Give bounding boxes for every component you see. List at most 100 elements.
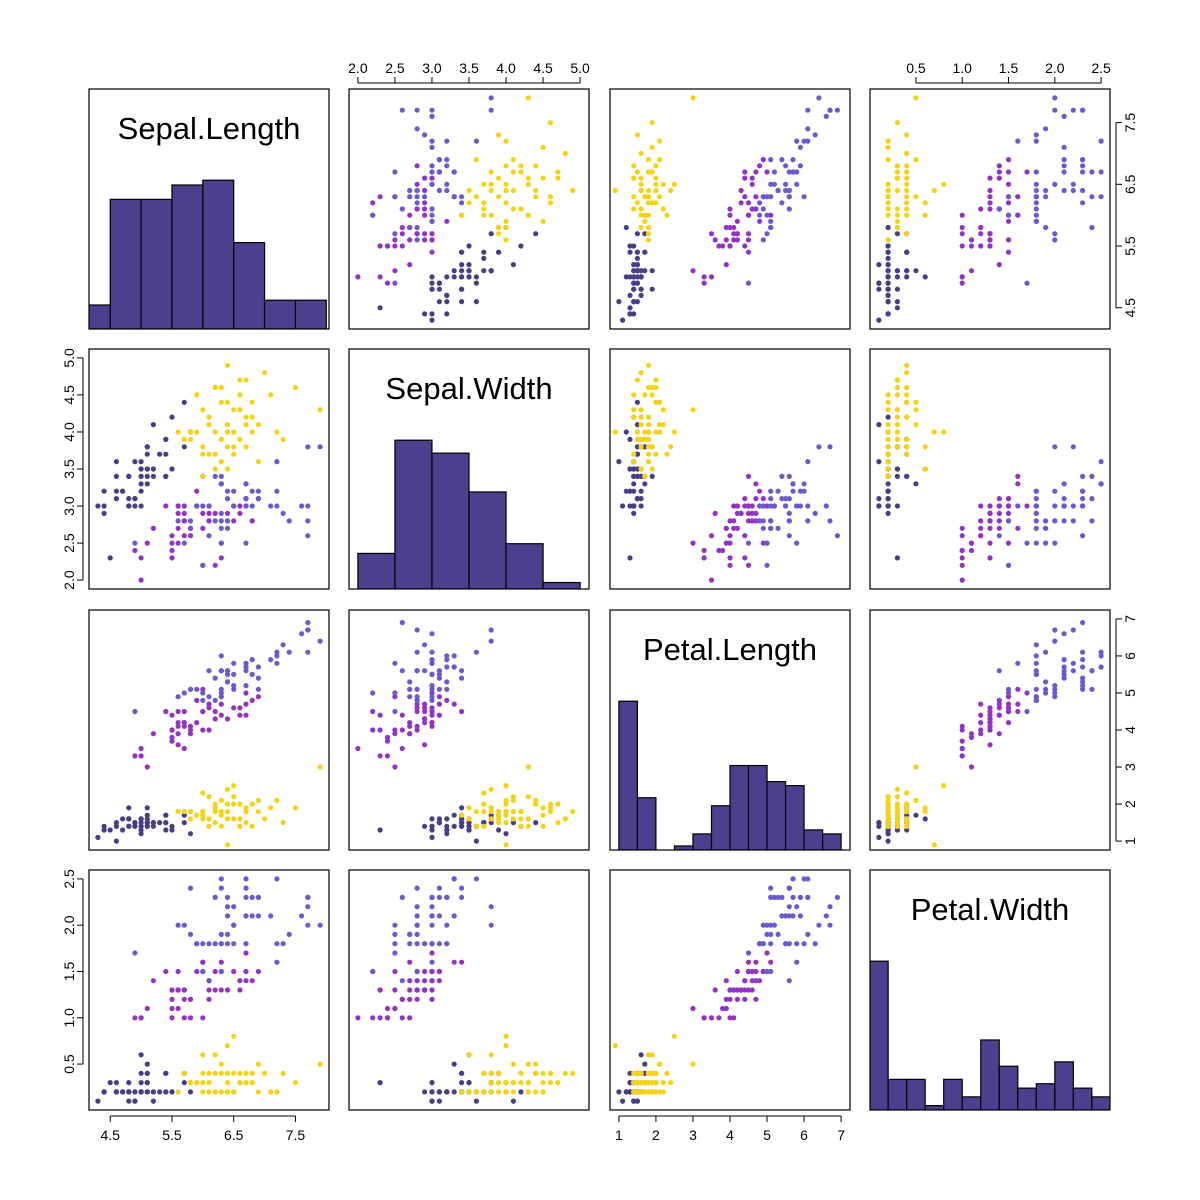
data-point-virginica bbox=[1089, 668, 1095, 674]
data-point-virginica bbox=[243, 876, 249, 882]
data-point-virginica bbox=[231, 686, 237, 692]
data-point-virginica bbox=[231, 671, 237, 678]
data-point-virginica bbox=[407, 686, 413, 692]
data-point-virginica bbox=[1033, 194, 1039, 200]
tick-label: 0.5 bbox=[61, 1054, 77, 1074]
data-point-setosa bbox=[627, 503, 633, 509]
data-point-virginica bbox=[224, 518, 231, 524]
data-point-virginica bbox=[274, 503, 280, 509]
data-point-versicolor bbox=[734, 525, 741, 531]
data-point-outlier bbox=[510, 169, 516, 175]
data-point-outlier bbox=[885, 422, 891, 428]
data-point-outlier bbox=[631, 451, 637, 457]
data-point-virginica bbox=[1070, 660, 1076, 666]
data-point-virginica bbox=[436, 913, 442, 919]
data-point-setosa bbox=[894, 286, 901, 292]
data-point-outlier bbox=[206, 1080, 212, 1086]
data-point-virginica bbox=[823, 113, 829, 119]
data-point-virginica bbox=[444, 686, 450, 692]
data-point-virginica bbox=[392, 194, 398, 200]
data-point-virginica bbox=[218, 481, 224, 487]
data-point-setosa bbox=[496, 249, 502, 255]
data-point-virginica bbox=[775, 488, 781, 494]
data-point-setosa bbox=[876, 820, 882, 826]
data-point-setosa bbox=[631, 274, 637, 280]
data-point-outlier bbox=[634, 436, 641, 442]
data-point-versicolor bbox=[760, 496, 766, 502]
data-point-virginica bbox=[757, 200, 763, 206]
data-point-virginica bbox=[1052, 627, 1058, 633]
data-point-virginica bbox=[760, 237, 766, 243]
data-point-outlier bbox=[885, 181, 891, 187]
data-point-setosa bbox=[631, 243, 637, 249]
data-point-outlier bbox=[894, 120, 901, 126]
data-point-virginica bbox=[473, 138, 479, 144]
data-point-versicolor bbox=[987, 175, 993, 181]
data-point-versicolor bbox=[200, 959, 206, 965]
data-point-virginica bbox=[429, 694, 435, 700]
data-point-versicolor bbox=[175, 731, 181, 737]
data-point-virginica bbox=[834, 533, 841, 539]
tick-label: 0.5 bbox=[906, 60, 926, 76]
data-point-outlier bbox=[894, 786, 901, 792]
data-point-outlier bbox=[510, 206, 516, 212]
data-point-outlier bbox=[660, 206, 666, 212]
tick-label: 4.0 bbox=[496, 60, 516, 76]
data-point-setosa bbox=[95, 503, 101, 509]
data-point-outlier bbox=[631, 392, 637, 398]
data-point-versicolor bbox=[194, 968, 200, 975]
data-point-outlier bbox=[885, 157, 891, 163]
data-point-versicolor bbox=[377, 727, 383, 733]
data-point-outlier bbox=[496, 194, 502, 200]
scatter-panel-sepal-width-vs-petal-width bbox=[869, 348, 1111, 590]
data-point-versicolor bbox=[753, 978, 759, 984]
data-point-setosa bbox=[634, 473, 641, 479]
data-point-outlier bbox=[503, 808, 509, 815]
data-point-virginica bbox=[1061, 664, 1067, 670]
tick-label: 4.5 bbox=[1122, 298, 1138, 318]
data-point-virginica bbox=[399, 894, 405, 901]
tick-label: 2.5 bbox=[1091, 60, 1111, 76]
data-point-outlier bbox=[555, 1080, 561, 1086]
data-point-virginica bbox=[827, 444, 833, 450]
data-point-versicolor bbox=[206, 518, 212, 524]
data-point-virginica bbox=[745, 280, 752, 286]
data-point-setosa bbox=[634, 262, 641, 268]
data-point-versicolor bbox=[187, 1015, 194, 1021]
data-point-virginica bbox=[414, 627, 420, 633]
data-point-versicolor bbox=[749, 175, 755, 181]
data-point-versicolor bbox=[451, 959, 457, 965]
data-point-versicolor bbox=[237, 705, 243, 711]
data-point-outlier bbox=[218, 399, 224, 405]
data-point-outlier bbox=[533, 1061, 539, 1067]
data-point-virginica bbox=[243, 660, 249, 666]
data-point-virginica bbox=[305, 627, 311, 633]
data-point-versicolor bbox=[959, 274, 965, 280]
data-point-versicolor bbox=[738, 510, 744, 516]
data-point-outlier bbox=[634, 200, 641, 206]
data-point-virginica bbox=[805, 459, 811, 465]
data-point-setosa bbox=[627, 292, 633, 298]
data-point-virginica bbox=[429, 941, 435, 947]
data-point-versicolor bbox=[727, 224, 733, 231]
data-point-virginica bbox=[444, 653, 450, 659]
data-point-outlier bbox=[466, 1089, 472, 1095]
data-point-outlier bbox=[249, 429, 255, 435]
data-point-outlier bbox=[243, 1070, 249, 1076]
data-point-virginica bbox=[1070, 107, 1076, 113]
data-point-outlier bbox=[503, 187, 509, 194]
data-point-versicolor bbox=[1015, 701, 1021, 707]
data-point-virginica bbox=[429, 212, 435, 218]
data-point-versicolor bbox=[187, 533, 194, 539]
data-point-outlier bbox=[645, 451, 652, 457]
data-point-outlier bbox=[649, 120, 655, 126]
data-point-outlier bbox=[653, 1089, 659, 1095]
data-point-outlier bbox=[653, 163, 659, 169]
data-point-virginica bbox=[392, 922, 398, 928]
data-point-setosa bbox=[642, 268, 648, 274]
data-point-outlier bbox=[481, 801, 487, 807]
data-point-virginica bbox=[224, 904, 231, 910]
data-point-outlier bbox=[249, 823, 255, 829]
data-point-virginica bbox=[414, 931, 420, 938]
data-point-versicolor bbox=[742, 175, 748, 181]
